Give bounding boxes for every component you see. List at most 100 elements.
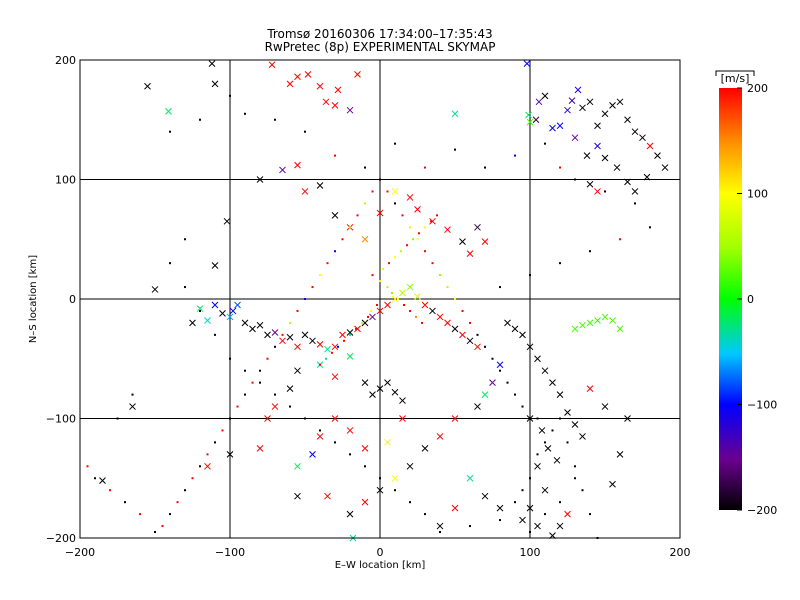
data-point-dot — [514, 501, 516, 504]
data-point-x-marker — [211, 301, 219, 309]
data-point-dot — [421, 321, 423, 324]
data-point-x-marker — [436, 522, 444, 530]
data-point-x-marker — [304, 70, 312, 78]
data-point-x-marker — [309, 337, 316, 345]
data-point-x-marker — [451, 110, 459, 118]
data-point-x-marker — [294, 343, 301, 351]
data-point-x-marker — [271, 329, 279, 336]
data-point-dot — [536, 453, 539, 456]
data-point-dot — [476, 333, 479, 336]
data-point-x-marker — [256, 445, 264, 452]
data-point-dot — [424, 226, 426, 229]
data-point-x-marker — [229, 307, 237, 315]
data-point-x-marker — [481, 238, 489, 245]
data-point-x-marker — [544, 445, 552, 452]
data-point-x-marker — [421, 445, 429, 452]
data-point-x-marker — [451, 415, 459, 422]
data-point-x-marker — [532, 116, 540, 124]
data-point-dot — [382, 268, 384, 271]
data-point-dot — [566, 441, 569, 444]
data-point-x-marker — [234, 301, 241, 309]
data-point-dot — [176, 501, 179, 504]
data-point-dot — [319, 429, 321, 432]
data-point-dot — [274, 118, 276, 121]
data-point-dot — [124, 501, 126, 504]
colorbar-tick-label: −200 — [747, 504, 777, 517]
data-point-x-marker — [624, 415, 631, 422]
data-point-dot — [521, 489, 524, 492]
data-point-dot — [544, 142, 546, 145]
data-point-dot — [259, 381, 261, 384]
data-point-x-marker — [571, 325, 579, 333]
data-point-dot — [355, 327, 357, 330]
data-point-x-marker — [568, 97, 576, 104]
data-point-x-marker — [661, 164, 669, 171]
colorbar-ticks: 200 100 0 −100 −200 — [737, 82, 777, 517]
data-point-x-marker — [466, 337, 474, 345]
data-point-dot — [379, 477, 381, 480]
data-point-x-marker — [556, 122, 564, 130]
data-point-x-marker — [208, 60, 216, 67]
data-point-x-marker — [241, 319, 249, 327]
plot-frame — [79, 59, 681, 539]
data-point-x-marker — [609, 480, 616, 488]
data-point-dot — [484, 345, 486, 348]
data-point-dot — [589, 513, 591, 516]
data-point-dot — [409, 226, 411, 229]
data-point-x-marker — [534, 355, 541, 363]
data-point-x-marker — [571, 421, 579, 428]
data-point-x-marker — [511, 325, 519, 333]
data-point-dot — [304, 417, 306, 420]
data-point-dot — [334, 154, 336, 157]
data-point-x-marker — [286, 385, 294, 392]
data-point-x-marker — [643, 173, 651, 181]
data-point-dot — [274, 393, 276, 396]
data-point-x-marker — [489, 379, 496, 387]
data-point-x-marker — [316, 341, 324, 348]
data-point-x-marker — [541, 367, 549, 375]
data-point-x-marker — [264, 331, 271, 339]
data-point-x-marker — [414, 206, 421, 213]
data-point-dot — [371, 274, 374, 277]
data-point-dot — [461, 309, 464, 312]
data-point-dot — [289, 321, 291, 324]
data-point-dot — [469, 525, 471, 528]
data-point-dot — [349, 226, 351, 229]
data-point-x-marker — [639, 134, 646, 142]
data-point-x-marker — [226, 450, 234, 458]
data-point-dot — [499, 519, 501, 522]
data-point-x-marker — [286, 80, 294, 88]
data-point-dot — [199, 465, 201, 468]
data-point-x-marker — [586, 319, 594, 327]
data-point-dot — [131, 393, 134, 396]
data-point-x-marker — [616, 98, 624, 106]
data-point-x-marker — [579, 104, 586, 112]
data-point-x-marker — [294, 73, 301, 81]
data-point-x-marker — [564, 106, 571, 114]
x-tick-label: 0 — [377, 546, 384, 559]
data-point-dot — [367, 315, 369, 318]
data-point-x-marker — [406, 194, 414, 201]
data-point-dot — [439, 531, 441, 534]
data-point-dot — [409, 309, 411, 312]
data-point-x-marker — [496, 504, 504, 512]
data-point-x-marker — [376, 307, 384, 315]
data-point-x-marker — [444, 226, 451, 234]
colorbar-label: [m/s] — [721, 72, 750, 85]
data-point-x-marker — [226, 313, 234, 321]
data-point-x-marker — [429, 307, 436, 315]
data-point-dot — [394, 202, 396, 205]
data-point-x-marker — [613, 164, 621, 171]
data-point-x-marker — [204, 462, 211, 470]
data-point-x-marker — [474, 223, 481, 231]
data-point-x-marker — [346, 427, 354, 434]
data-point-x-marker — [466, 250, 474, 257]
data-point-x-marker — [211, 262, 219, 269]
data-point-x-marker — [334, 86, 342, 94]
data-point-x-marker — [523, 60, 531, 67]
colorbar-label-bracket — [715, 70, 755, 76]
data-point-x-marker — [436, 433, 444, 440]
data-point-dot — [559, 501, 561, 504]
data-point-dot — [415, 315, 417, 318]
